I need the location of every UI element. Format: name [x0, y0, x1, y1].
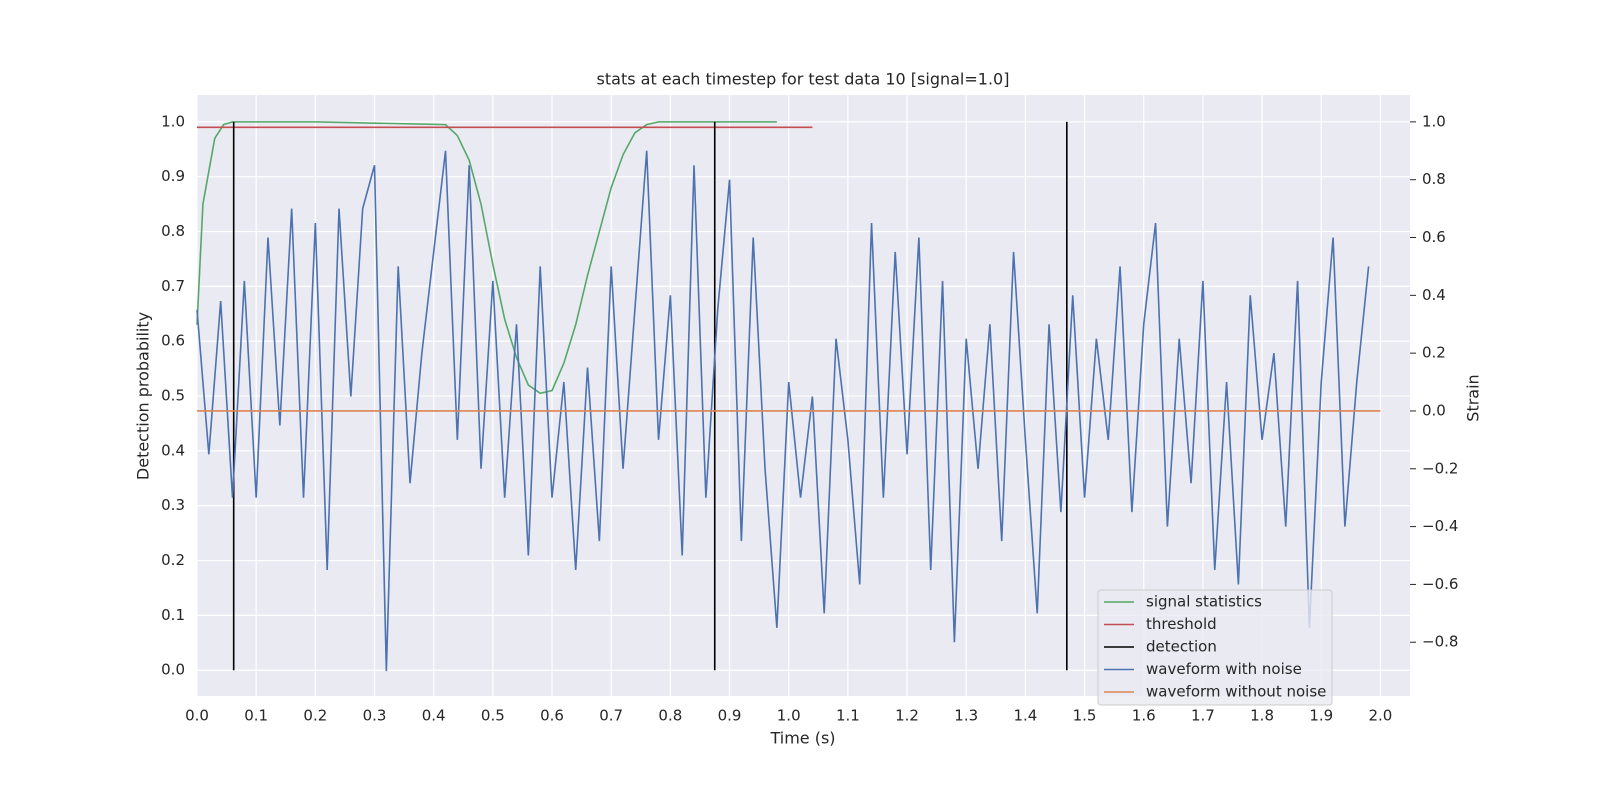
y2-axis-label: Strain: [1464, 374, 1483, 421]
y2-tick-label: 0.8: [1422, 170, 1446, 188]
x-tick-label: 1.0: [777, 707, 801, 725]
legend-box: [1097, 589, 1333, 706]
x-tick-label: 1.1: [836, 707, 860, 725]
y-tick-label: 0.1: [161, 606, 185, 624]
x-tick-label: 0.4: [422, 707, 446, 725]
y-tick-label: 0.0: [161, 661, 185, 679]
legend: signal statistics threshold detection wavef…: [1097, 589, 1333, 706]
x-tick-label: 0.8: [658, 707, 682, 725]
x-tick-label: 0.6: [540, 707, 564, 725]
y2-tick-label: −0.4: [1422, 517, 1458, 535]
ticks: 0.0 0.1 0.2 0.3 0.4 0.5 0.6 0.7 0.8 0.9 1.0 1.1 1.2 1…: [161, 112, 1458, 724]
y-tick-label: 0.6: [161, 332, 185, 350]
legend-label: waveform without noise: [1146, 683, 1326, 701]
x-tick-label: 0.3: [363, 707, 387, 725]
marks: [196, 121, 1381, 672]
y2-tick-label: 0.4: [1422, 286, 1446, 304]
y-tick-label: 0.5: [161, 387, 185, 405]
x-tick-label: 1.3: [954, 707, 978, 725]
legend-label: threshold: [1146, 615, 1217, 633]
legend-label: waveform with noise: [1146, 660, 1302, 678]
y-tick-label: 0.7: [161, 277, 185, 295]
x-tick-label: 1.9: [1309, 707, 1333, 725]
y-axis-label: Detection probability: [134, 312, 153, 480]
series-line: [196, 121, 777, 395]
x-tick-label: 0.5: [481, 707, 505, 725]
y2-tick-label: −0.2: [1422, 459, 1458, 477]
y2-tick-label: 0.0: [1422, 401, 1446, 419]
x-axis-label: Time (s): [769, 729, 835, 748]
legend-label: signal statistics: [1146, 593, 1262, 611]
legend-label: detection: [1146, 638, 1217, 656]
x-tick-label: 0.0: [185, 707, 209, 725]
y-tick-label: 0.4: [161, 441, 185, 459]
x-tick-label: 0.1: [244, 707, 268, 725]
x-tick-label: 2.0: [1368, 707, 1392, 725]
y2-tick-label: 1.0: [1422, 112, 1446, 130]
x-tick-label: 1.4: [1013, 707, 1037, 725]
x-tick-label: 0.2: [303, 707, 327, 725]
x-tick-label: 1.8: [1250, 707, 1274, 725]
x-tick-label: 1.6: [1132, 707, 1156, 725]
y2-tick-label: 0.6: [1422, 228, 1446, 246]
series-line: [196, 150, 1370, 672]
y-tick-label: 0.3: [161, 496, 185, 514]
x-tick-label: 1.7: [1191, 707, 1215, 725]
y2-tick-label: −0.8: [1422, 633, 1458, 651]
chart-title: stats at each timestep for test data 10 …: [597, 70, 1010, 89]
x-tick-label: 0.7: [599, 707, 623, 725]
y-tick-label: 1.0: [161, 112, 185, 130]
y-tick-label: 0.2: [161, 551, 185, 569]
x-tick-label: 1.5: [1073, 707, 1097, 725]
x-tick-label: 1.2: [895, 707, 919, 725]
y-tick-label: 0.8: [161, 222, 185, 240]
y2-tick-label: −0.6: [1422, 575, 1458, 593]
y-tick-label: 0.9: [161, 167, 185, 185]
x-tick-label: 0.9: [718, 707, 742, 725]
y2-tick-label: 0.2: [1422, 344, 1446, 362]
